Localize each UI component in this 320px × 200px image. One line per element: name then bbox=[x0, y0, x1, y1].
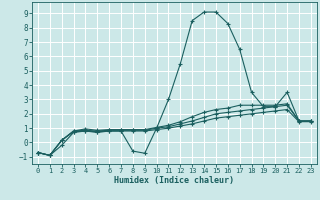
X-axis label: Humidex (Indice chaleur): Humidex (Indice chaleur) bbox=[115, 176, 234, 185]
